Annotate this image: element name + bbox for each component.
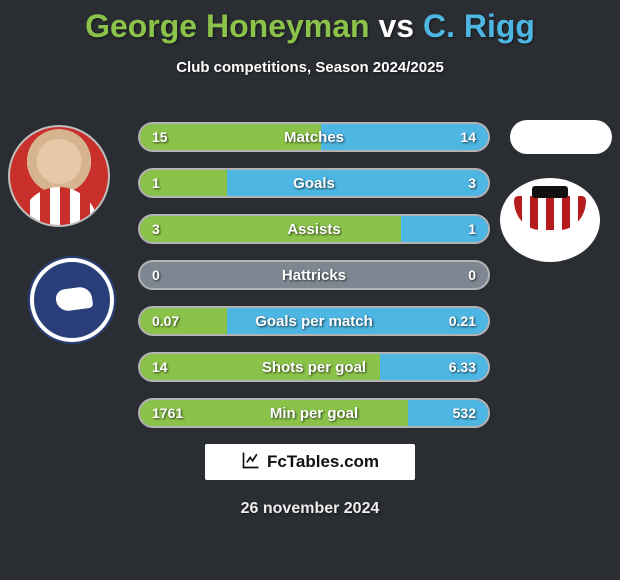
- stat-row: 00Hattricks: [138, 260, 490, 290]
- player2-name: C. Rigg: [423, 8, 535, 44]
- comparison-title: George Honeyman vs C. Rigg: [0, 0, 620, 45]
- stat-row: 0.070.21Goals per match: [138, 306, 490, 336]
- stat-label: Goals per match: [140, 308, 488, 334]
- watermark: FcTables.com: [205, 444, 415, 480]
- stat-label: Goals: [140, 170, 488, 196]
- date: 26 november 2024: [0, 500, 620, 518]
- watermark-text: FcTables.com: [267, 452, 379, 472]
- stat-label: Shots per goal: [140, 354, 488, 380]
- player1-avatar: [8, 125, 110, 227]
- stat-row: 1514Matches: [138, 122, 490, 152]
- stat-label: Assists: [140, 216, 488, 242]
- stat-row: 13Goals: [138, 168, 490, 198]
- stat-row: 146.33Shots per goal: [138, 352, 490, 382]
- stat-row: 1761532Min per goal: [138, 398, 490, 428]
- stat-label: Matches: [140, 124, 488, 150]
- player1-name: George Honeyman: [85, 8, 370, 44]
- vs-label: vs: [378, 8, 414, 44]
- stat-label: Min per goal: [140, 400, 488, 426]
- chart-icon: [241, 450, 261, 475]
- player2-avatar: [510, 120, 612, 154]
- subtitle: Club competitions, Season 2024/2025: [0, 59, 620, 76]
- player1-club-crest: [30, 258, 114, 342]
- stat-label: Hattricks: [140, 262, 488, 288]
- stats-bars: 1514Matches 13Goals 31Assists 00Hattricks 0.…: [138, 122, 490, 444]
- stat-row: 31Assists: [138, 214, 490, 244]
- player2-club-crest: [500, 178, 600, 262]
